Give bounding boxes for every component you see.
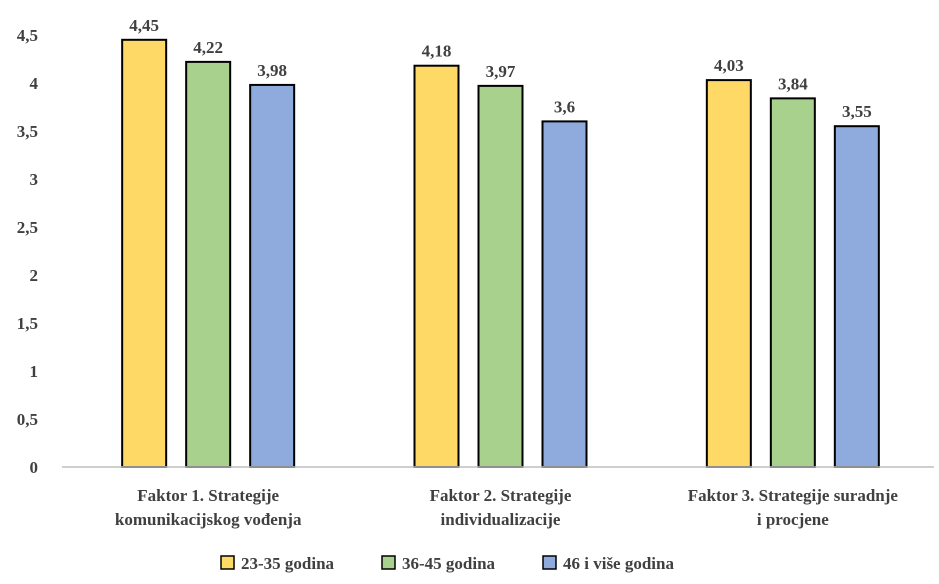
bar bbox=[249, 83, 296, 468]
y-tick-label: 2,5 bbox=[17, 218, 38, 237]
category-label: i procjene bbox=[757, 510, 829, 529]
bar-series bbox=[121, 38, 880, 469]
bar bbox=[121, 38, 168, 469]
y-tick-label: 2 bbox=[30, 266, 39, 285]
y-tick-label: 1 bbox=[30, 362, 39, 381]
y-tick-label: 4,5 bbox=[17, 26, 38, 45]
category-label: Faktor 3. Strategije suradnje bbox=[688, 486, 899, 505]
data-label: 3,55 bbox=[842, 102, 872, 121]
bar bbox=[833, 125, 880, 468]
y-tick-label: 1,5 bbox=[17, 314, 38, 333]
data-label: 3,97 bbox=[486, 62, 516, 81]
legend-swatch bbox=[542, 555, 557, 570]
data-label: 3,6 bbox=[554, 97, 575, 116]
y-tick-label: 3 bbox=[30, 170, 39, 189]
category-label: komunikacijskog vođenja bbox=[115, 510, 302, 529]
legend-swatch bbox=[220, 555, 235, 570]
y-tick-label: 3,5 bbox=[17, 122, 38, 141]
bar bbox=[541, 120, 588, 469]
data-label: 4,03 bbox=[714, 56, 744, 75]
data-label: 4,45 bbox=[129, 16, 159, 35]
y-tick-label: 0,5 bbox=[17, 410, 38, 429]
legend-swatch bbox=[381, 555, 396, 570]
bar bbox=[705, 79, 752, 469]
y-axis-tick-labels: 0 0,5 1 1,5 2 2,5 3 3,5 4 4,5 bbox=[17, 26, 39, 477]
category-label: Faktor 1. Strategije bbox=[137, 486, 279, 505]
legend-label: 46 i više godina bbox=[563, 554, 674, 573]
bar bbox=[413, 64, 460, 468]
category-label: individualizacije bbox=[441, 510, 561, 529]
bar bbox=[769, 97, 816, 469]
data-label: 3,98 bbox=[257, 61, 287, 80]
data-labels: 4,45 4,22 3,98 4,18 3,97 3,6 4,03 3,84 3,55 bbox=[129, 16, 871, 121]
legend: 23-35 godina 36-45 godina 46 i više godina bbox=[220, 554, 674, 573]
y-tick-label: 0 bbox=[30, 458, 39, 477]
data-label: 4,18 bbox=[422, 42, 452, 61]
bar bbox=[477, 84, 524, 468]
data-label: 3,84 bbox=[778, 74, 808, 93]
data-label: 4,22 bbox=[193, 38, 223, 57]
bar bbox=[185, 60, 232, 468]
x-axis-category-labels: Faktor 1. Strategije komunikacijskog vođe… bbox=[115, 486, 899, 529]
y-tick-label: 4 bbox=[30, 74, 39, 93]
legend-label: 23-35 godina bbox=[241, 554, 335, 573]
legend-label: 36-45 godina bbox=[402, 554, 496, 573]
category-label: Faktor 2. Strategije bbox=[430, 486, 572, 505]
